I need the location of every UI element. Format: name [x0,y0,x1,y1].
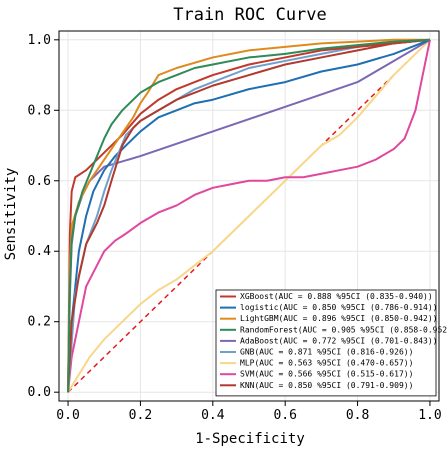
x-tick-label: 0.6 [273,408,296,423]
y-axis-label: Sensitivity [3,168,19,261]
x-axis-label: 1-Specificity [195,431,305,447]
y-tick-label: 1.0 [28,33,51,48]
series-line-0 [67,38,431,393]
y-tick-label: 0.0 [28,385,51,400]
x-tick-label: 0.0 [56,408,79,423]
chart-title: Train ROC Curve [173,5,327,25]
legend-label: logistic(AUC = 0.850 %95CI (0.786-0.914)… [240,303,437,312]
y-tick-label: 0.8 [28,103,51,118]
axes-frame [58,30,440,402]
legend: XGBoost(AUC = 0.888 %95CI (0.835-0.940))… [215,289,447,397]
legend-label: MLP(AUC = 0.563 %95CI (0.470-0.657)) [240,359,413,368]
y-tick-label: 0.6 [28,174,51,189]
x-tick-label: 1.0 [418,408,441,423]
x-tick-label: 0.4 [201,408,225,423]
y-tick-label: 0.2 [28,315,51,330]
legend-label: SVM(AUC = 0.566 %95CI (0.515-0.617)) [240,370,413,379]
legend-label: RandomForest(AUC = 0.905 %95CI (0.858-0.… [240,325,447,334]
legend-label: KNN(AUC = 0.850 %95CI (0.791-0.909)) [240,381,413,390]
legend-box [215,289,437,397]
legend-label: GNB(AUC = 0.871 %95CI (0.816-0.926)) [240,348,413,357]
series-line-8 [67,38,431,393]
x-tick-label: 0.2 [129,408,152,423]
series-line-7 [67,39,431,393]
x-tick-label: 0.8 [346,408,369,423]
series-line-6 [67,39,431,393]
series-line-3 [67,38,430,393]
legend-label: AdaBoost(AUC = 0.772 %95CI (0.701-0.843)… [240,336,437,345]
legend-label: XGBoost(AUC = 0.888 %95CI (0.835-0.940)) [240,292,433,301]
series-line-1 [67,38,431,393]
legend-label: LightGBM(AUC = 0.896 %95CI (0.850-0.942)… [240,314,437,323]
y-tick-label: 0.4 [28,244,52,259]
